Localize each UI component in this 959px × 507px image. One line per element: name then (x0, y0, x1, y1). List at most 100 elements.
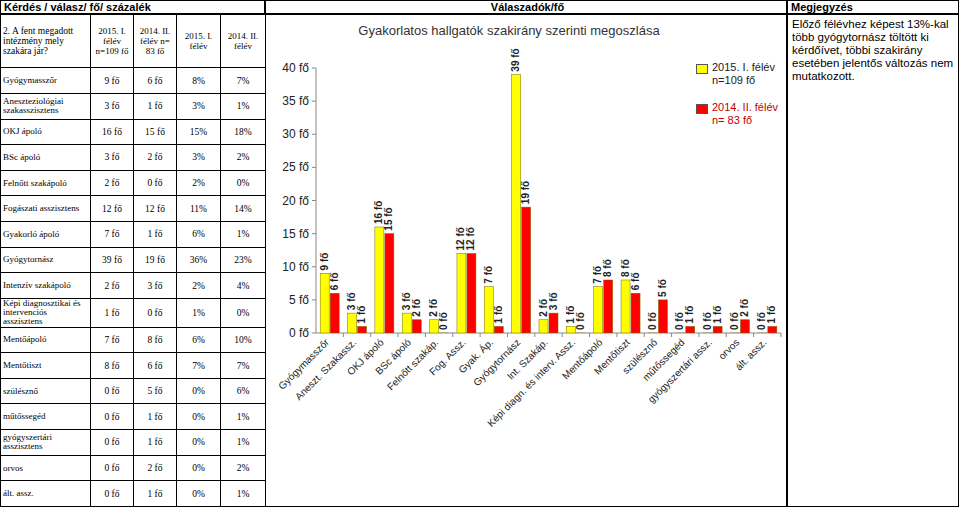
y-tick (312, 266, 316, 267)
cell: 14% (221, 196, 266, 222)
bar (358, 326, 367, 333)
data-label: 2 fő (411, 299, 422, 317)
cell: 1% (177, 298, 221, 327)
cell: 3 fő (134, 273, 177, 299)
y-tick-label: 35 fő (282, 94, 309, 108)
data-label: 1 fő (766, 306, 777, 324)
data-label: 19 fő (520, 181, 531, 204)
y-axis (316, 68, 317, 333)
bar (758, 333, 767, 334)
question: 2. A fent megadott intézmény mely szakár… (1, 15, 91, 68)
data-label: 1 fő (712, 306, 723, 324)
header-note: Megjegyzés (787, 0, 959, 14)
data-label: 15 fő (383, 207, 394, 230)
row-label: Felnőtt szakápoló (1, 170, 91, 196)
bar (330, 293, 339, 333)
bar (576, 333, 585, 334)
legend-label: 2015. I. félév n=109 fő (712, 61, 782, 87)
bar (522, 207, 531, 333)
cell: 2 fő (134, 455, 177, 481)
chart: Gyakorlatos hallgatók szakirány szerinti… (266, 15, 788, 507)
cell: 15 fő (134, 119, 177, 145)
y-tick-label: 5 fő (289, 293, 309, 307)
cell: 1 fő (134, 481, 177, 507)
table-row: gyógyszertári asszisztens0 fő1 fő0%1% (1, 430, 266, 456)
x-tick (616, 333, 617, 337)
y-tick (312, 233, 316, 234)
chart-title: Gyakorlatos hallgatók szakirány szerinti… (358, 23, 660, 38)
x-tick (370, 333, 371, 337)
row-label: szülésznő (1, 378, 91, 404)
x-tick (343, 333, 344, 337)
y-tick-label: 10 fő (282, 260, 309, 274)
y-tick (312, 134, 316, 135)
x-tick (698, 333, 699, 337)
data-label: 39 fő (510, 48, 521, 71)
cell: 0% (177, 404, 221, 430)
cell: 2% (177, 170, 221, 196)
bar (594, 287, 603, 333)
labels: 9 fő6 fő3 fő1 fő16 fő15 fő3 fő2 fő2 fő0 … (319, 48, 778, 330)
cell: 2% (221, 145, 266, 171)
bar (658, 300, 667, 333)
row-label: Gyógytornász (1, 247, 91, 273)
row-label: gyógyszertári asszisztens (1, 430, 91, 456)
row-label: ált. assz. (1, 481, 91, 507)
x-tick (671, 333, 672, 337)
x-tick (452, 333, 453, 337)
y-tick-label: 15 fő (282, 227, 309, 241)
cell: 1% (221, 404, 266, 430)
x-tick (534, 333, 535, 337)
legend-swatch (696, 64, 708, 74)
data-label: 3 fő (548, 292, 559, 310)
y-tick-label: 40 fő (282, 61, 309, 75)
x-tick-label: Gyógytornász (471, 337, 522, 388)
data-label: 0 fő (438, 312, 449, 330)
data-label: 5 fő (657, 279, 668, 297)
cell: 1 fő (134, 430, 177, 456)
bar (539, 320, 548, 333)
bar (467, 254, 476, 334)
cell: 0% (177, 378, 221, 404)
cell: 0% (221, 170, 266, 196)
table-row: Gyógytornász39 fő19 fő36%23% (1, 247, 266, 273)
cell: 5 fő (134, 378, 177, 404)
table-row: Aneszteziológiai szakasszisztens3 fő1 fő… (1, 93, 266, 119)
table-row: Felnőtt szakápoló2 fő0 fő2%0% (1, 170, 266, 196)
x-tick-label: ált. assz. (733, 337, 769, 373)
cell: 2% (177, 273, 221, 299)
cell: 0 fő (91, 455, 134, 481)
x-tick (589, 333, 590, 337)
cell: 18% (221, 119, 266, 145)
row-label: Mentőápoló (1, 327, 91, 353)
y-tick-label: 0 fő (289, 326, 309, 340)
cell: 0 fő (91, 378, 134, 404)
cell: 0% (177, 455, 221, 481)
x-tick (562, 333, 563, 337)
row-label: BSc ápoló (1, 145, 91, 171)
legend-swatch (696, 104, 708, 114)
table-row: Képi diagnosztikai és intervenciós asszi… (1, 298, 266, 327)
row-label: Mentőtiszt (1, 353, 91, 379)
bar (740, 320, 749, 333)
cell: 0% (177, 481, 221, 507)
x-tick-label: gyógyszertári assz. (646, 337, 714, 405)
x-tick (781, 333, 782, 337)
cell: 12 fő (91, 196, 134, 222)
legend: 2015. I. félév n=109 fő 2014. II. félév n… (696, 61, 782, 141)
legend-label: 2014. II. félév n= 83 fő (712, 101, 782, 127)
bar (385, 234, 394, 333)
cell: 3 fő (91, 145, 134, 171)
bar (686, 326, 695, 333)
data-label: 1 fő (684, 306, 695, 324)
bar (375, 227, 384, 333)
y-tick-label: 20 fő (282, 194, 309, 208)
bar (549, 313, 558, 333)
bar (676, 333, 685, 334)
cell: 6 fő (134, 353, 177, 379)
cell: 7% (177, 353, 221, 379)
y-tick (312, 68, 316, 69)
table-row: Fogászati asszisztens12 fő12 fő11%14% (1, 196, 266, 222)
cell: 1 fő (134, 222, 177, 248)
data-label: 1 fő (356, 306, 367, 324)
